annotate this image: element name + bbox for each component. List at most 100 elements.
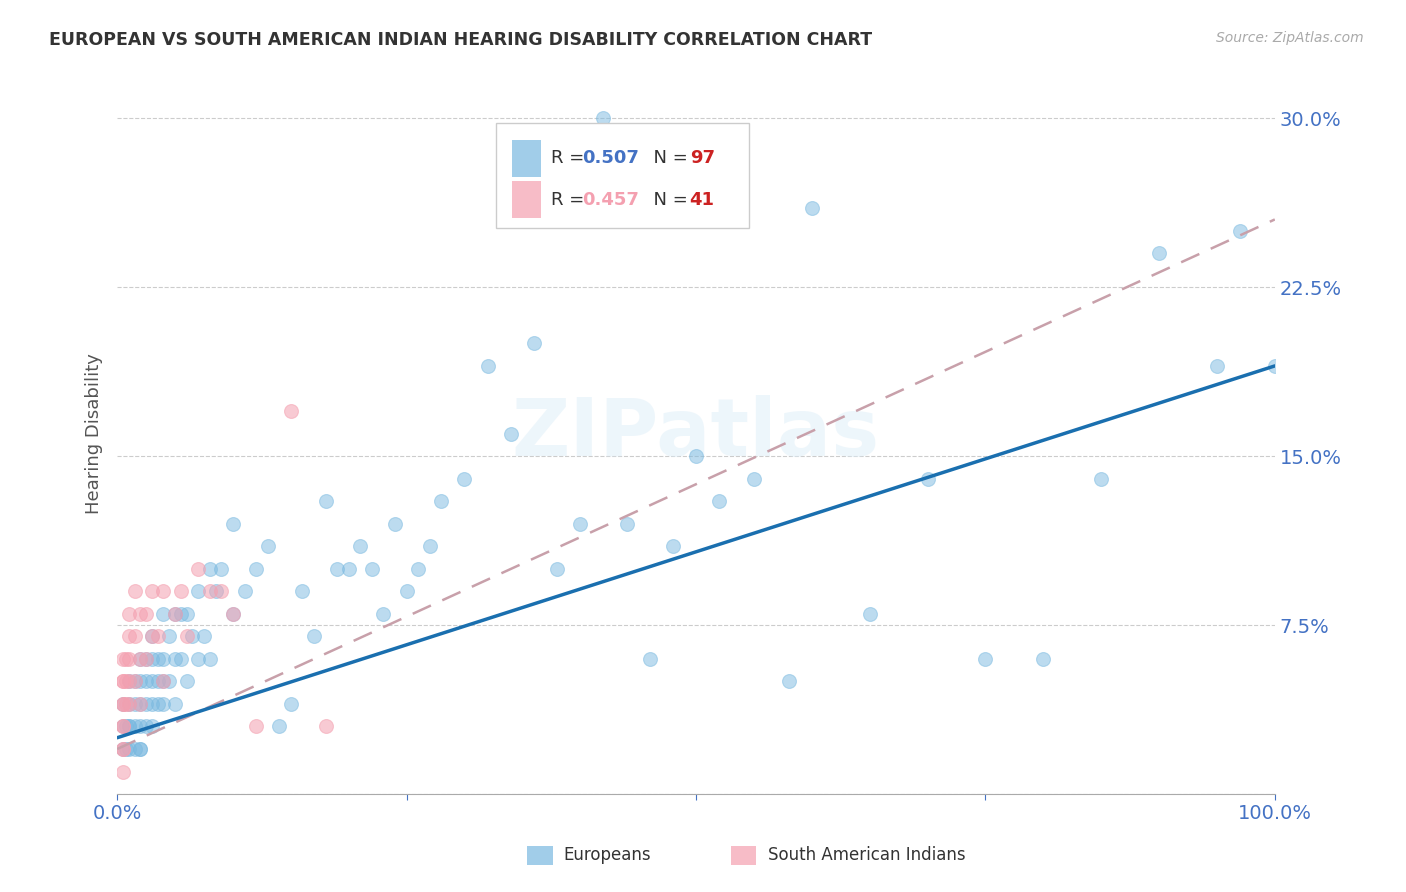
Point xyxy=(135,697,157,711)
Point xyxy=(146,697,169,711)
Point xyxy=(198,562,221,576)
Point xyxy=(373,607,395,621)
Point xyxy=(135,719,157,733)
Point xyxy=(118,607,141,621)
Point xyxy=(165,607,187,621)
Point xyxy=(118,719,141,733)
Point xyxy=(129,742,152,756)
Point xyxy=(141,629,163,643)
Point xyxy=(245,562,267,576)
Point xyxy=(974,652,997,666)
Point xyxy=(280,697,302,711)
Point xyxy=(477,359,499,373)
Point xyxy=(302,629,325,643)
Point xyxy=(115,719,138,733)
Point xyxy=(349,539,371,553)
Point xyxy=(326,562,349,576)
Point xyxy=(152,674,174,689)
Text: R =: R = xyxy=(551,150,589,168)
Point xyxy=(157,674,180,689)
Point xyxy=(152,697,174,711)
Point xyxy=(569,516,592,531)
Point xyxy=(193,629,215,643)
Point xyxy=(269,719,291,733)
Y-axis label: Hearing Disability: Hearing Disability xyxy=(86,353,103,514)
Point xyxy=(141,584,163,599)
Point xyxy=(118,674,141,689)
Point xyxy=(204,584,226,599)
Point xyxy=(395,584,418,599)
Text: 41: 41 xyxy=(689,191,714,209)
Point xyxy=(152,607,174,621)
Point xyxy=(1206,359,1229,373)
Point xyxy=(165,607,187,621)
Text: 0.507: 0.507 xyxy=(582,150,638,168)
Point xyxy=(315,494,337,508)
Point xyxy=(129,697,152,711)
Point xyxy=(170,652,193,666)
Point xyxy=(118,719,141,733)
Point xyxy=(222,516,245,531)
Point xyxy=(115,674,138,689)
Point xyxy=(360,562,382,576)
Point xyxy=(141,697,163,711)
Point xyxy=(662,539,685,553)
Point xyxy=(111,697,134,711)
Point xyxy=(499,426,522,441)
Point xyxy=(233,584,256,599)
Point xyxy=(430,494,453,508)
Point xyxy=(115,742,138,756)
Point xyxy=(111,764,134,779)
Point xyxy=(256,539,278,553)
Point xyxy=(124,674,146,689)
Point xyxy=(1032,652,1054,666)
Point xyxy=(135,674,157,689)
Point xyxy=(187,562,209,576)
Point xyxy=(111,742,134,756)
Point xyxy=(176,629,198,643)
Point xyxy=(124,674,146,689)
Point xyxy=(111,719,134,733)
Point xyxy=(181,629,204,643)
Point xyxy=(124,629,146,643)
Point xyxy=(778,674,800,689)
Point xyxy=(118,742,141,756)
Point xyxy=(141,652,163,666)
Point xyxy=(291,584,314,599)
Text: Source: ZipAtlas.com: Source: ZipAtlas.com xyxy=(1216,31,1364,45)
Text: South American Indians: South American Indians xyxy=(768,847,966,864)
Point xyxy=(115,652,138,666)
Text: 0.457: 0.457 xyxy=(582,191,638,209)
Point xyxy=(222,607,245,621)
Point xyxy=(146,629,169,643)
Point xyxy=(592,111,614,125)
Point xyxy=(141,674,163,689)
Point xyxy=(111,697,134,711)
Point xyxy=(111,719,134,733)
Point xyxy=(176,674,198,689)
Text: N =: N = xyxy=(641,150,693,168)
Point xyxy=(157,629,180,643)
Point xyxy=(141,629,163,643)
Text: 97: 97 xyxy=(689,150,714,168)
Point xyxy=(135,652,157,666)
Point xyxy=(129,652,152,666)
Point xyxy=(118,697,141,711)
Point xyxy=(118,652,141,666)
Point xyxy=(1147,246,1170,260)
Point xyxy=(129,719,152,733)
Point xyxy=(742,472,765,486)
Point xyxy=(111,697,134,711)
Point xyxy=(384,516,406,531)
Point xyxy=(118,697,141,711)
Point xyxy=(523,336,546,351)
Point xyxy=(315,719,337,733)
Point xyxy=(638,652,661,666)
Point xyxy=(170,607,193,621)
Point xyxy=(170,584,193,599)
Point xyxy=(129,742,152,756)
Point xyxy=(115,697,138,711)
Point xyxy=(111,652,134,666)
Point xyxy=(198,652,221,666)
Point xyxy=(165,697,187,711)
